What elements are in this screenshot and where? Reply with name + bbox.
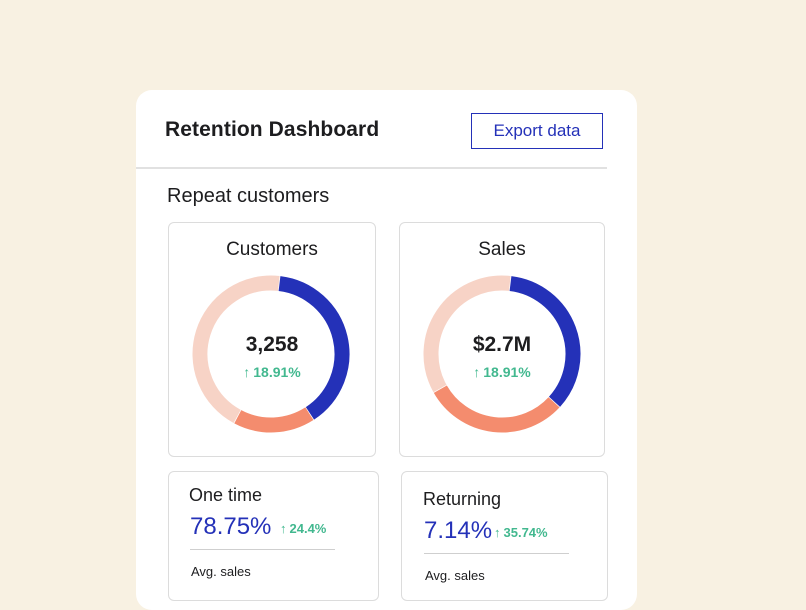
- customers-card-title: Customers: [226, 239, 318, 260]
- one-time-change: ↑ 24.4%: [280, 521, 326, 536]
- donut-segment-light: [192, 275, 280, 423]
- arrow-up-icon: ↑: [280, 521, 287, 536]
- donut-segment-light: [423, 275, 511, 393]
- returning-title: Returning: [423, 489, 502, 509]
- one-time-change-value: 24.4%: [289, 521, 327, 536]
- customers-card: Customers 3,258 ↑ 18.91%: [168, 222, 376, 457]
- one-time-value: 78.75%: [190, 513, 272, 540]
- sales-donut-chart: [423, 275, 581, 433]
- customers-change-value: 18.91%: [253, 364, 301, 380]
- one-time-avg-sales-label: Avg. sales: [191, 564, 251, 579]
- returning-avg-sales-label: Avg. sales: [425, 568, 485, 583]
- sales-card-title: Sales: [478, 239, 526, 260]
- donut-segment-orange: [433, 385, 560, 433]
- sales-change-value: 18.91%: [483, 364, 531, 380]
- section-title: Repeat customers: [167, 185, 330, 207]
- donut-segment-blue: [509, 276, 581, 407]
- one-time-divider: [190, 549, 335, 550]
- sales-card: Sales $2.7M ↑ 18.91%: [399, 222, 605, 457]
- dashboard-panel: Retention Dashboard Export data Repeat c…: [136, 90, 637, 610]
- sales-value: $2.7M: [472, 333, 532, 356]
- one-time-title: One time: [189, 485, 263, 505]
- returning-change-value: 35.74%: [503, 525, 548, 540]
- arrow-up-icon: ↑: [473, 364, 481, 380]
- returning-value: 7.14%: [424, 517, 493, 544]
- donut-segment-orange: [234, 407, 314, 433]
- returning-divider: [424, 553, 569, 554]
- sales-change: ↑ 18.91%: [400, 364, 604, 380]
- returning-change: ↑ 35.74%: [494, 525, 548, 540]
- arrow-up-icon: ↑: [494, 525, 501, 540]
- page-title: Retention Dashboard: [165, 118, 380, 141]
- arrow-up-icon: ↑: [243, 364, 251, 380]
- customers-donut-chart: [192, 275, 350, 433]
- header-divider: [136, 167, 607, 169]
- customers-change: ↑ 18.91%: [169, 364, 375, 380]
- donut-segment-blue: [278, 276, 350, 420]
- export-data-button[interactable]: Export data: [471, 113, 603, 149]
- returning-card: Returning 7.14% ↑ 35.74% Avg. sales: [401, 471, 608, 601]
- customers-value: 3,258: [245, 333, 299, 356]
- one-time-card: One time 78.75% ↑ 24.4% Avg. sales: [168, 471, 379, 601]
